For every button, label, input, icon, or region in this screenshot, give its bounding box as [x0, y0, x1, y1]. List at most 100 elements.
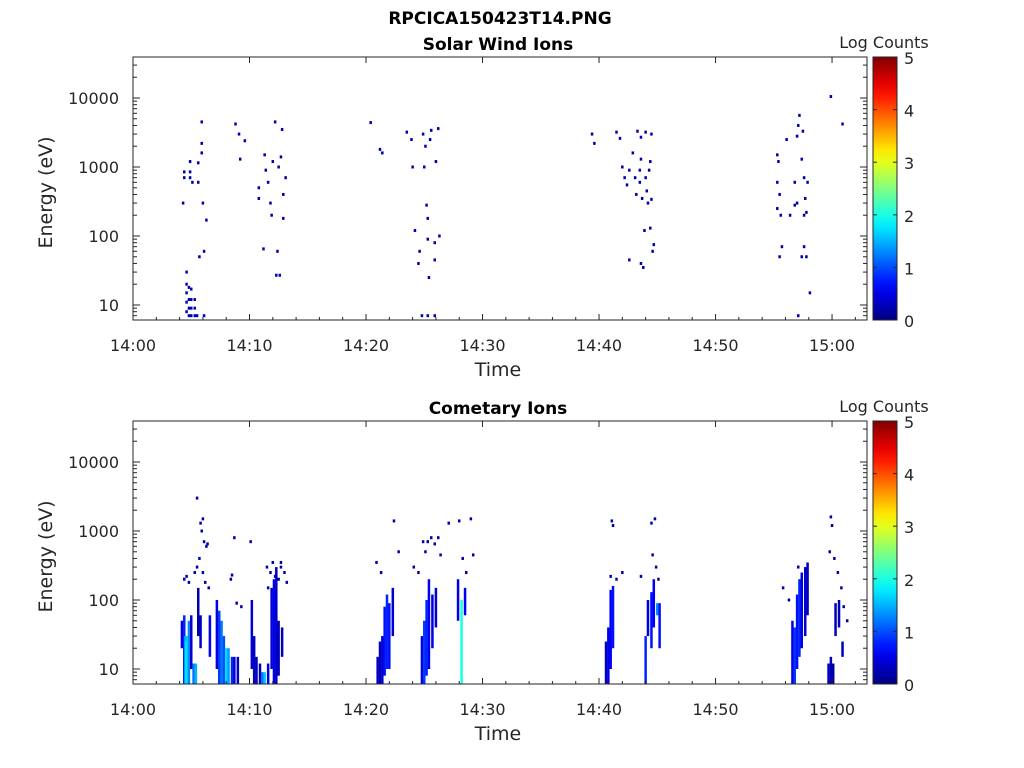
data-cell [633, 176, 637, 180]
data-cell [279, 560, 283, 564]
data-cell [185, 574, 188, 578]
data-cell [282, 192, 285, 196]
data-cell [638, 168, 642, 172]
data-cell [654, 565, 658, 569]
plot-area [133, 421, 867, 684]
x-tick-label: 15:00 [809, 336, 855, 355]
data-cell [278, 273, 282, 277]
data-cell [187, 314, 191, 318]
x-tick-label: 14:30 [459, 336, 505, 355]
data-cell [426, 216, 430, 220]
axes-frame [132, 420, 868, 685]
data-cell [798, 113, 801, 117]
data-cell [185, 300, 188, 304]
data-column [420, 636, 424, 684]
data-cell [433, 314, 437, 318]
data-cell [191, 180, 194, 184]
data-cell [285, 580, 289, 584]
data-cell [621, 571, 624, 575]
data-column [196, 587, 200, 637]
data-column [460, 600, 463, 684]
data-column [383, 606, 386, 676]
x-tick-label: 14:10 [226, 336, 272, 355]
data-cell [269, 571, 272, 575]
data-cell [438, 234, 441, 238]
y-axis-label: Energy (eV) [35, 500, 57, 612]
data-cell [808, 291, 812, 295]
data-cell [200, 141, 203, 145]
data-cell [802, 176, 806, 180]
data-column [831, 663, 835, 684]
data-column [656, 603, 659, 616]
x-axis-label: Time [474, 723, 522, 745]
data-column [208, 615, 212, 657]
data-cell [418, 249, 421, 253]
data-cell [471, 553, 475, 557]
data-cell [181, 201, 185, 205]
data-cell [427, 276, 431, 280]
data-column [187, 620, 191, 684]
data-cell [779, 213, 783, 217]
data-cell [187, 580, 191, 584]
data-column [391, 587, 395, 637]
data-column [261, 672, 264, 684]
data-cell [201, 517, 205, 521]
data-cell [190, 306, 193, 310]
data-cell [806, 180, 809, 184]
data-cell [639, 157, 643, 161]
data-cell [426, 314, 430, 318]
x-tick-label: 14:00 [110, 336, 156, 355]
data-column [388, 603, 391, 669]
data-column [192, 663, 195, 684]
data-cell [649, 160, 652, 164]
data-cell [277, 165, 280, 169]
data-cell [590, 132, 594, 136]
y-tick-label: 100 [88, 591, 119, 610]
colorbar-tick-label: 2 [904, 207, 914, 226]
data-cell [202, 314, 206, 318]
figure-title: RPCICA150423T14.PNG [388, 9, 611, 29]
data-cell [644, 176, 647, 180]
data-cell [369, 121, 372, 125]
data-column [381, 636, 384, 684]
data-cell [776, 153, 779, 157]
data-cell [447, 521, 450, 525]
data-cell [200, 529, 203, 533]
data-cell [628, 258, 631, 262]
data-cell [433, 258, 437, 262]
data-cell [276, 249, 279, 253]
data-cell [430, 536, 433, 540]
data-cell [237, 132, 241, 136]
data-cell [778, 255, 781, 259]
data-cell [611, 524, 615, 528]
data-cells [181, 95, 844, 318]
data-cell [187, 285, 191, 289]
data-cell [836, 571, 840, 575]
data-cell [777, 160, 780, 164]
x-tick-label: 14:20 [343, 700, 389, 719]
data-cell [381, 151, 384, 155]
data-cell [411, 165, 414, 169]
colorbar-tick-label: 5 [904, 49, 914, 68]
data-cell [845, 619, 849, 623]
data-column [180, 620, 184, 649]
y-tick-label: 10 [99, 660, 119, 679]
data-cell [243, 139, 247, 143]
data-cell [206, 542, 209, 546]
data-cell [461, 556, 464, 560]
data-cell [185, 310, 188, 314]
data-cell [639, 261, 643, 265]
data-cell [190, 298, 193, 302]
data-column [791, 620, 794, 684]
data-cell [193, 314, 196, 318]
data-cell [649, 226, 652, 230]
data-cell [183, 170, 186, 174]
data-cell [200, 120, 203, 124]
x-tick-label: 14:40 [576, 700, 622, 719]
data-cell [833, 556, 836, 560]
data-cell [270, 213, 273, 217]
data-cell [413, 229, 417, 233]
data-cell [275, 273, 278, 277]
data-cell [201, 201, 205, 205]
colorbar-tick-label: 5 [904, 413, 914, 432]
